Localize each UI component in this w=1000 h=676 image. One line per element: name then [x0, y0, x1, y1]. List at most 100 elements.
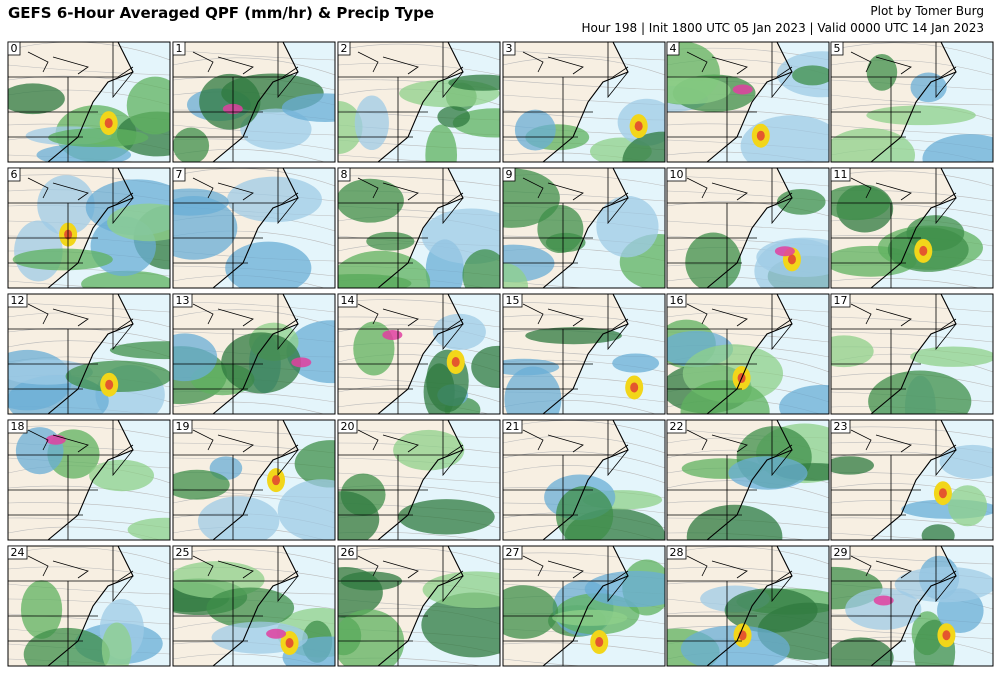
coastline	[542, 294, 629, 414]
precip-area	[425, 124, 458, 162]
coastline	[47, 546, 134, 666]
boundary	[217, 56, 254, 75]
isobar	[831, 59, 993, 76]
coastline	[212, 420, 299, 540]
heavy-precip	[272, 475, 281, 486]
boundary	[52, 56, 89, 75]
boundary	[711, 56, 748, 75]
boundary	[173, 66, 299, 78]
credit: Plot by Tomer Burg	[870, 4, 984, 18]
coastline	[212, 42, 299, 162]
boundary	[607, 420, 629, 477]
precip-area	[556, 486, 614, 540]
precip-area	[127, 517, 170, 540]
boundary	[112, 546, 134, 603]
map-panel	[8, 420, 170, 540]
isobar	[8, 485, 170, 499]
boundary	[357, 51, 379, 73]
panel-border	[830, 545, 994, 667]
boundary	[442, 168, 464, 225]
boundary	[875, 56, 912, 75]
heavy-precip	[285, 638, 294, 649]
panel-border	[666, 41, 830, 163]
coastline	[706, 420, 793, 540]
precip-area	[338, 178, 404, 223]
precip-area	[831, 128, 916, 162]
label-box	[337, 419, 358, 434]
boundary	[382, 434, 419, 453]
isobar	[503, 465, 665, 484]
boundary	[667, 570, 793, 582]
panel-label: 14	[341, 294, 355, 307]
precip-area	[338, 491, 380, 540]
panel-label: 11	[834, 168, 848, 181]
boundary	[173, 444, 299, 456]
boundary	[522, 429, 544, 451]
boundary	[217, 182, 254, 201]
boundary	[192, 51, 214, 73]
coastline	[870, 420, 957, 540]
precip-area	[353, 321, 395, 376]
map-panel	[667, 168, 829, 288]
panel-border	[502, 293, 666, 415]
coastline	[542, 546, 629, 666]
panel-label: 16	[670, 294, 684, 307]
boundary	[338, 444, 464, 456]
boundary	[442, 420, 464, 477]
isobar	[831, 42, 993, 61]
panel-border	[502, 545, 666, 667]
boundary	[607, 546, 629, 603]
boundary	[173, 570, 299, 582]
boundary	[338, 570, 464, 582]
coastline	[377, 546, 464, 666]
panel-border	[172, 545, 336, 667]
isobar	[503, 642, 665, 655]
coastline	[47, 420, 134, 540]
isobar	[503, 57, 665, 76]
label-box	[337, 41, 351, 56]
precip-area	[37, 175, 95, 236]
label-box	[830, 41, 844, 56]
precip-area	[906, 215, 965, 251]
label-box	[502, 545, 523, 560]
map-panel	[8, 168, 170, 288]
boundary	[382, 560, 419, 579]
precip-area	[281, 93, 335, 122]
isobar	[503, 79, 665, 91]
map-panel	[173, 420, 335, 540]
boundary	[771, 420, 793, 477]
boundary	[503, 444, 629, 456]
panel-label: 8	[341, 168, 348, 181]
label-box	[830, 167, 851, 182]
panel-label: 0	[11, 42, 18, 55]
boundary	[831, 66, 957, 78]
boundary	[711, 560, 748, 579]
map-panel	[667, 420, 829, 540]
coastline	[377, 168, 464, 288]
panel-border	[830, 167, 994, 289]
precip-area	[504, 366, 562, 414]
map-panel	[338, 420, 500, 540]
precip-area	[792, 65, 829, 86]
precip-area	[503, 585, 559, 639]
boundary	[112, 294, 134, 351]
isobar	[831, 94, 993, 106]
boundary	[686, 51, 708, 73]
coastline	[870, 546, 957, 666]
precip-area	[20, 580, 63, 639]
boundary	[771, 294, 793, 351]
panel-border	[502, 419, 666, 541]
boundary	[935, 168, 957, 225]
heavy-precip	[630, 382, 639, 393]
coastline	[212, 546, 299, 666]
isobar	[667, 567, 829, 580]
precip-area	[868, 370, 972, 414]
boundary	[711, 308, 748, 327]
boundary	[27, 303, 49, 325]
map-panel	[173, 42, 335, 162]
precip-area	[437, 106, 470, 128]
label-box	[502, 41, 516, 56]
panel-label: 13	[176, 294, 190, 307]
isobar	[8, 312, 170, 328]
